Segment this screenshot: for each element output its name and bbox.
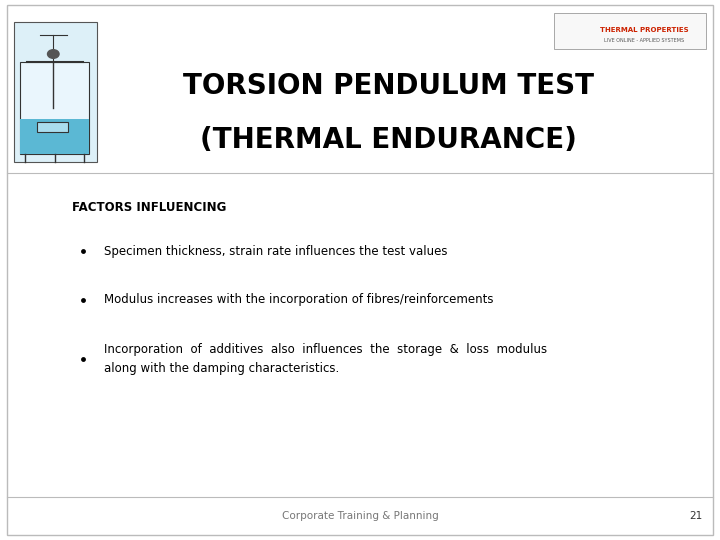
Circle shape: [48, 50, 59, 58]
Text: Modulus increases with the incorporation of fibres/reinforcements: Modulus increases with the incorporation…: [104, 293, 494, 306]
Bar: [20, 62, 89, 154]
Text: LIVE ONLINE - APPLIED SYSTEMS: LIVE ONLINE - APPLIED SYSTEMS: [604, 38, 685, 43]
Bar: [14, 22, 97, 162]
Text: Specimen thickness, strain rate influences the test values: Specimen thickness, strain rate influenc…: [104, 245, 448, 258]
Bar: [20, 119, 89, 154]
Bar: [554, 14, 706, 49]
Bar: [37, 122, 68, 132]
Text: TORSION PENDULUM TEST: TORSION PENDULUM TEST: [184, 72, 594, 100]
Text: FACTORS INFLUENCING: FACTORS INFLUENCING: [72, 201, 226, 214]
Text: Corporate Training & Planning: Corporate Training & Planning: [282, 511, 438, 521]
Text: Incorporation  of  additives  also  influences  the  storage  &  loss  modulus
a: Incorporation of additives also influenc…: [104, 343, 547, 375]
Text: (THERMAL ENDURANCE): (THERMAL ENDURANCE): [200, 126, 577, 154]
Text: THERMAL PROPERTIES: THERMAL PROPERTIES: [600, 26, 689, 33]
Text: 21: 21: [689, 511, 702, 521]
